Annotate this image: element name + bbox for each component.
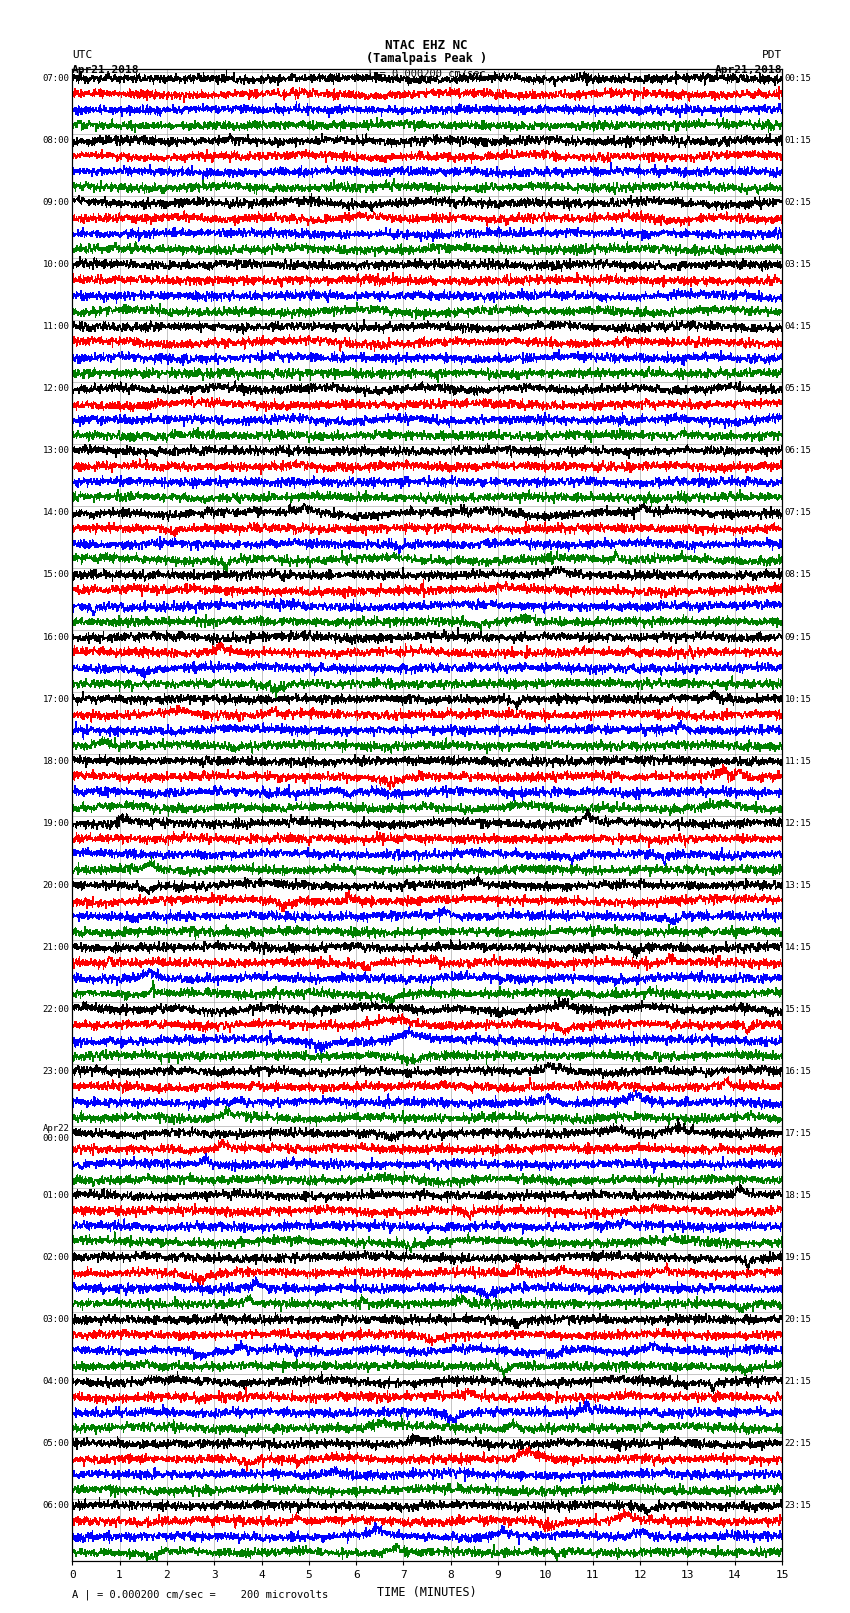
Text: PDT: PDT (762, 50, 782, 60)
Text: Apr21,2018: Apr21,2018 (715, 65, 782, 76)
X-axis label: TIME (MINUTES): TIME (MINUTES) (377, 1586, 477, 1598)
Text: UTC: UTC (72, 50, 93, 60)
Text: NTAC EHZ NC: NTAC EHZ NC (385, 39, 468, 52)
Text: I = 0.000200 cm/sec: I = 0.000200 cm/sec (367, 69, 486, 79)
Text: A | = 0.000200 cm/sec =    200 microvolts: A | = 0.000200 cm/sec = 200 microvolts (72, 1589, 328, 1600)
Text: (Tamalpais Peak ): (Tamalpais Peak ) (366, 52, 487, 65)
Text: Apr21,2018: Apr21,2018 (72, 65, 139, 76)
